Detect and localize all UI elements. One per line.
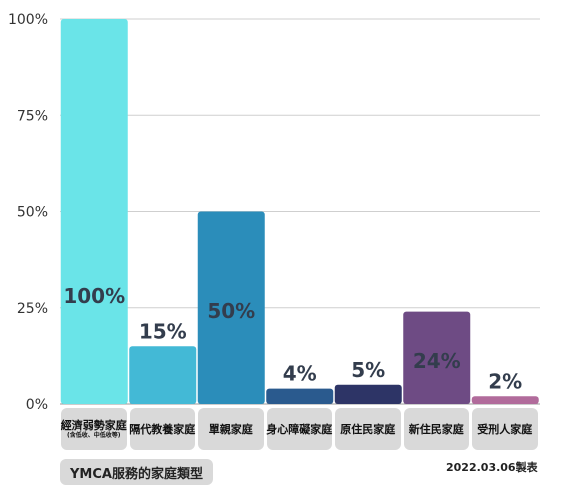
chart-caption: YMCA服務的家庭類型 <box>60 459 213 485</box>
data-label: 100% <box>63 284 125 308</box>
category-label: 經濟弱勢家庭 (含低收、中低收等) <box>61 408 127 450</box>
category-label: 單親家庭 <box>198 408 264 450</box>
data-label: 24% <box>413 349 461 373</box>
bar <box>266 388 334 404</box>
chart-date: 2022.03.06製表 <box>446 461 538 474</box>
data-label: 2% <box>488 369 522 393</box>
category-name: 單親家庭 <box>208 422 253 436</box>
bar <box>197 211 265 404</box>
data-label: 4% <box>283 362 317 386</box>
category-name: 受刑人家庭 <box>477 422 533 436</box>
category-name: 原住民家庭 <box>340 422 396 436</box>
y-tick-label: 50% <box>17 205 48 221</box>
bar <box>403 311 471 404</box>
category-label: 新住民家庭 <box>403 408 469 450</box>
bar <box>60 19 128 404</box>
category-label: 受刑人家庭 <box>472 408 538 450</box>
category-label: 隔代教養家庭 <box>129 408 196 450</box>
category-name: 新住民家庭 <box>408 422 464 436</box>
category-note: (含低收、中低收等) <box>67 431 121 439</box>
category-name: 經濟弱勢家庭 <box>60 418 127 432</box>
bar <box>129 346 197 404</box>
bar <box>471 396 539 404</box>
y-tick-label: 100% <box>8 12 48 28</box>
y-tick-label: 25% <box>17 301 48 317</box>
category-name: 身心障礙家庭 <box>266 422 333 436</box>
data-label: 50% <box>207 299 255 323</box>
y-tick-label: 75% <box>17 108 48 124</box>
data-label: 15% <box>139 319 187 343</box>
bar <box>334 384 402 404</box>
data-label: 5% <box>351 358 385 382</box>
category-label: 原住民家庭 <box>335 408 401 450</box>
category-name: 隔代教養家庭 <box>129 422 196 436</box>
y-tick-label: 0% <box>26 397 48 413</box>
category-label: 身心障礙家庭 <box>266 408 333 450</box>
